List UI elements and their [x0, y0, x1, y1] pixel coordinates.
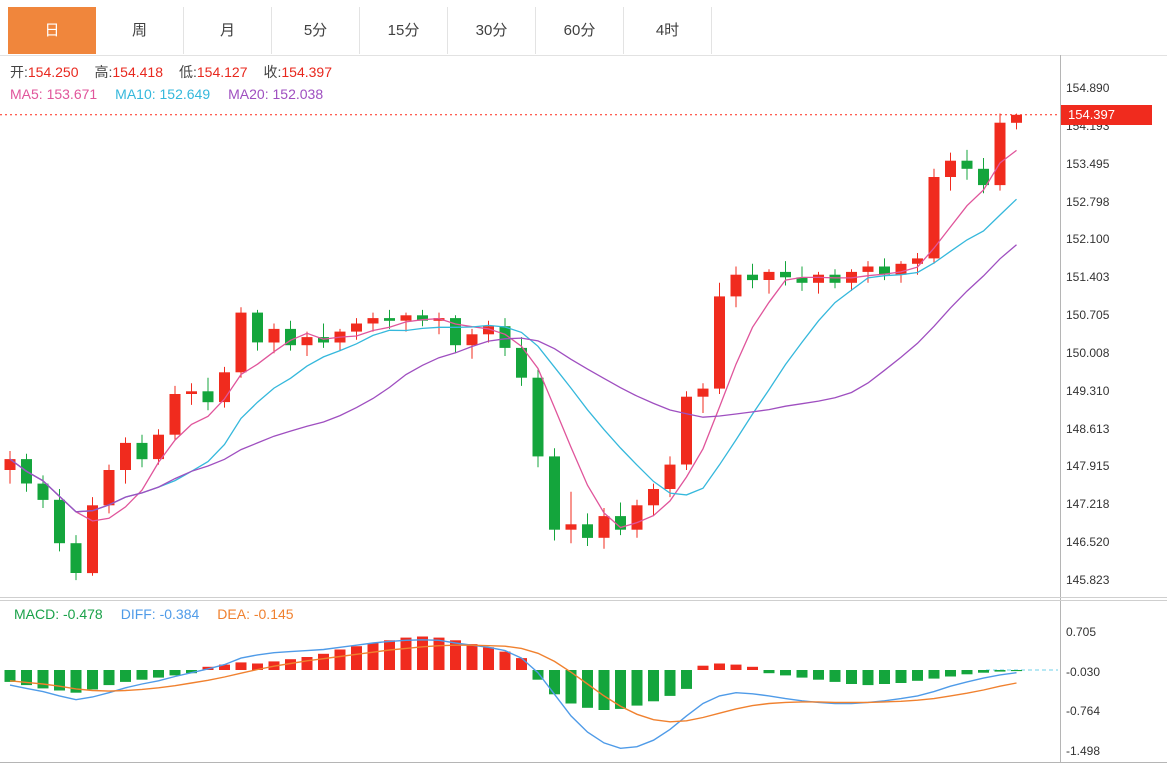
macd-axis: 0.705 -0.030 -0.764 -1.498 [1066, 0, 1166, 769]
tab-30分[interactable]: 30分 [448, 7, 536, 54]
ohlc-legend: 开:154.250 高:154.418 低:154.127 收:154.397 [10, 62, 348, 82]
price-axis-label: 152.100 [1066, 232, 1110, 246]
price-axis-label: 149.310 [1066, 384, 1110, 398]
ohlc-item-高: 高:154.418 [94, 64, 164, 80]
price-axis-label: 148.613 [1066, 422, 1110, 436]
price-axis-label: 154.890 [1066, 81, 1110, 95]
tab-60分[interactable]: 60分 [536, 7, 624, 54]
timeframe-tabs: 日周月 5分 15分 30分 60分 4时 [8, 7, 712, 54]
ma-legend: MA5: 153.671 MA10: 152.649 MA20: 152.038 [10, 86, 341, 102]
price-axis-label: 152.798 [1066, 195, 1110, 209]
price-axis-label: 147.915 [1066, 459, 1110, 473]
price-axis-label: 150.008 [1066, 346, 1110, 360]
macd-axis-label: -1.498 [1066, 744, 1101, 758]
price-axis-label: 145.823 [1066, 573, 1110, 587]
ma-legend-MA20: MA20: 152.038 [228, 86, 324, 102]
price-axis-label: 150.705 [1066, 308, 1110, 322]
price-axis-label: 151.403 [1066, 270, 1110, 284]
tab-15分[interactable]: 15分 [360, 7, 448, 54]
macd-legend: MACD: -0.478 DIFF: -0.384 DEA: -0.145 [14, 606, 312, 622]
macd-legend-DEA: DEA: -0.145 [217, 606, 294, 622]
price-axis-label: 153.495 [1066, 157, 1110, 171]
price-axis-label: 146.520 [1066, 535, 1110, 549]
last-price-tag: 154.397 [1061, 105, 1152, 125]
macd-axis-label: -0.764 [1066, 704, 1101, 718]
tab-月[interactable]: 月 [184, 7, 272, 54]
price-axis-label: 147.218 [1066, 497, 1110, 511]
macd-axis-label: -0.030 [1066, 665, 1101, 679]
tab-周[interactable]: 周 [96, 7, 184, 54]
tab-日[interactable]: 日 [8, 7, 96, 54]
ma-legend-MA10: MA10: 152.649 [115, 86, 211, 102]
ohlc-item-低: 低:154.127 [179, 64, 248, 80]
macd-legend-MACD: MACD: -0.478 [14, 606, 103, 622]
tab-4时[interactable]: 4时 [624, 7, 712, 54]
macd-legend-DIFF: DIFF: -0.384 [120, 606, 200, 622]
tab-5分[interactable]: 5分 [272, 7, 360, 54]
ohlc-item-收: 收:154.397 [263, 64, 333, 80]
ohlc-item-开: 开:154.250 [10, 64, 79, 80]
ma-legend-MA5: MA5: 153.671 [10, 86, 98, 102]
price-axis: 154.890 154.193 153.495 152.798 152.100 151.4… [1066, 0, 1166, 769]
macd-axis-label: 0.705 [1066, 625, 1097, 639]
